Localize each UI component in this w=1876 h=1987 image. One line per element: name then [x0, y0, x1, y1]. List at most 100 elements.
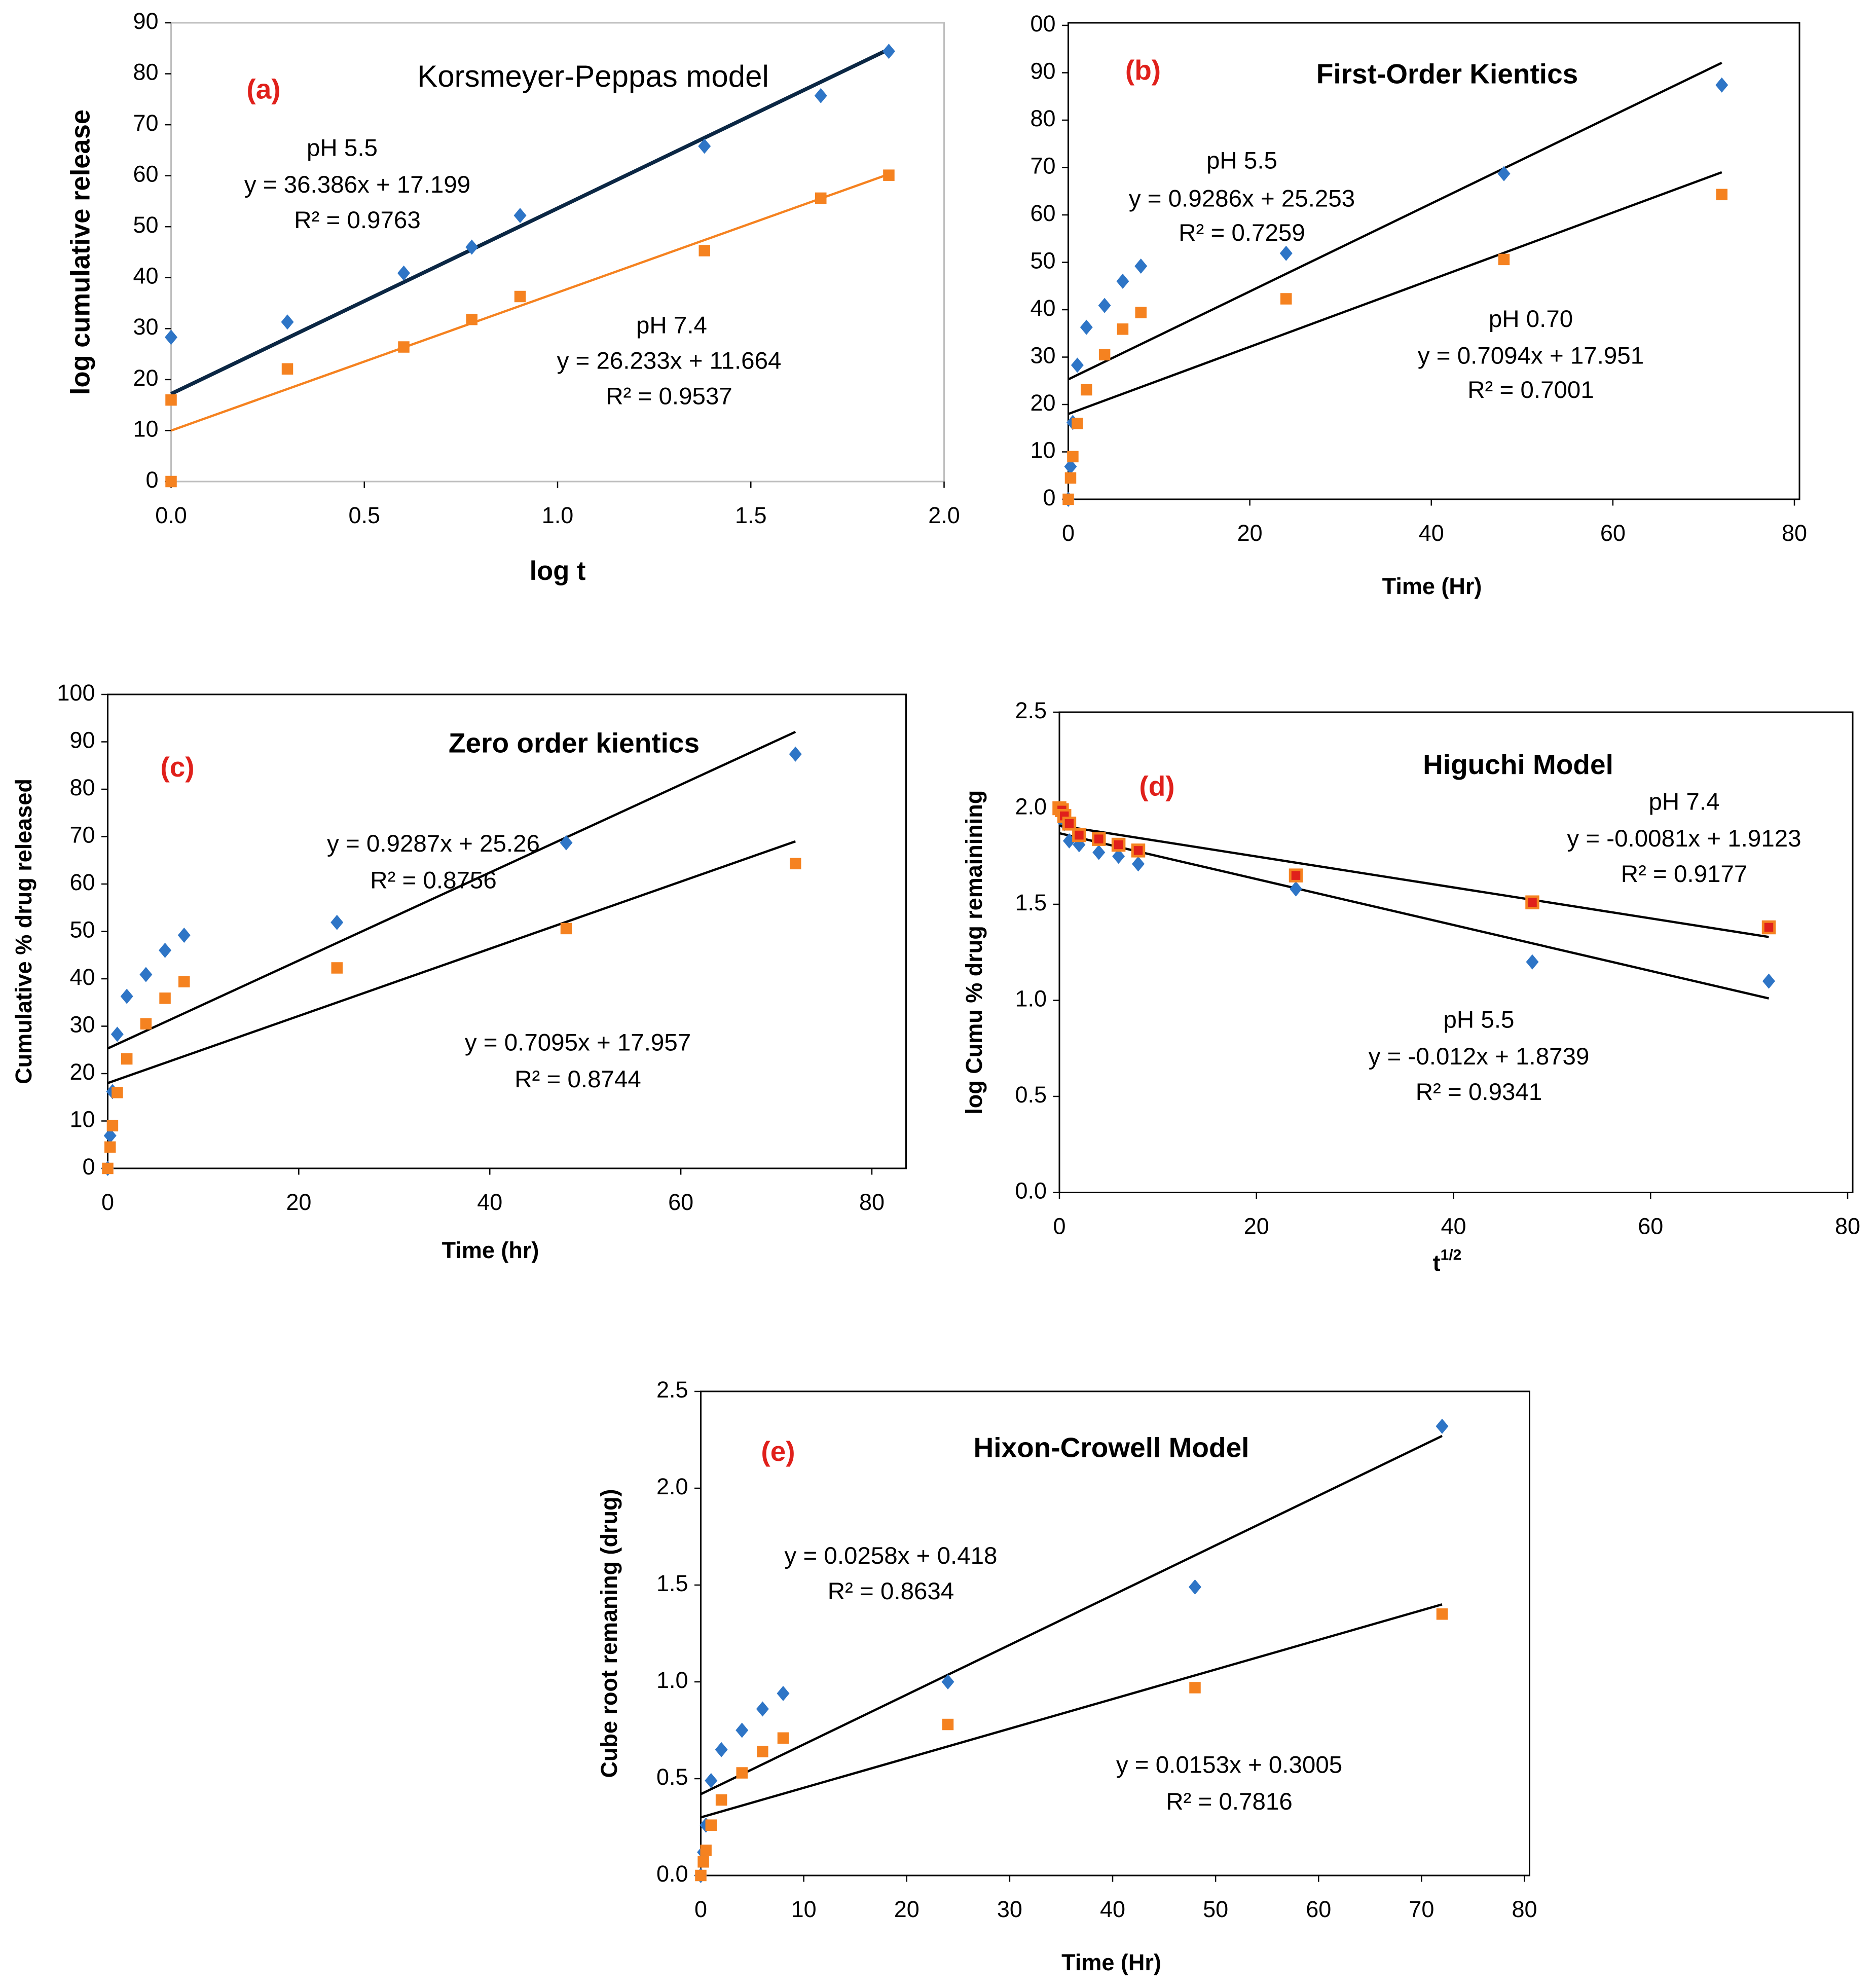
point — [1498, 253, 1510, 266]
y-tick-label: 60 — [133, 161, 158, 187]
x-tick-label: 0.0 — [155, 502, 187, 528]
panel-label: (e) — [761, 1436, 795, 1467]
point — [1091, 832, 1106, 846]
chart-title: Zero order kientics — [449, 727, 700, 759]
trend-line — [170, 47, 890, 396]
y-tick-label: 60 — [69, 869, 95, 895]
trend-line — [1059, 832, 1770, 1000]
point — [1762, 973, 1775, 989]
y-tick-label: 90 — [133, 8, 158, 34]
x-axis-label: Time (Hr) — [1061, 1949, 1161, 1975]
trend-line — [1068, 171, 1722, 415]
y-tick-label: 80 — [1030, 105, 1055, 131]
point — [1289, 868, 1303, 882]
x-axis-label-text: log t — [530, 556, 586, 586]
x-tick-label: 60 — [1638, 1213, 1663, 1239]
y-tick-label: 80 — [133, 59, 158, 85]
annotation: R² = 0.9763 — [294, 207, 421, 234]
y-tick-label: 30 — [69, 1011, 95, 1037]
annotation: y = 26.233x + 11.664 — [557, 348, 782, 375]
y-tick-label: 100 — [57, 680, 95, 706]
y-tick-label: 0.5 — [656, 1764, 688, 1790]
annotation: pH 7.4 — [1649, 789, 1720, 816]
point — [883, 169, 895, 181]
x-axis-label: log t — [530, 556, 586, 586]
point — [698, 138, 711, 154]
point — [560, 835, 573, 851]
x-tick-label: 80 — [1782, 520, 1807, 546]
y-tick-label: 00 — [1030, 11, 1055, 36]
annotation: R² = 0.8634 — [828, 1578, 954, 1605]
point — [1716, 189, 1727, 201]
x-tick-label: 80 — [1512, 1896, 1537, 1922]
y-tick-label: 2.0 — [1015, 793, 1047, 819]
x-tick-label: 10 — [791, 1896, 817, 1922]
annotation: R² = 0.9177 — [1621, 861, 1748, 888]
point — [715, 1794, 727, 1806]
trend-line — [107, 730, 796, 1050]
point — [330, 914, 344, 930]
panel-label: (c) — [160, 751, 194, 783]
point — [112, 1087, 123, 1098]
point — [790, 858, 801, 870]
x-tick-label: 0 — [1062, 520, 1075, 546]
y-tick-label: 10 — [1030, 437, 1055, 463]
annotation: y = 0.7094x + 17.951 — [1418, 343, 1644, 370]
y-tick-label: 0.5 — [1015, 1082, 1047, 1108]
chart-title: First-Order Kientics — [1316, 58, 1578, 90]
chart-panel: 0.0 0.5 1.0 1.5 2.0 2.5 0 20 40 60 80 (d) Higuchi Mo… — [961, 697, 1860, 1276]
y-tick-label: 50 — [1030, 247, 1055, 273]
chart-panel: 0 10 20 30 40 50 60 70 80 90 0.0 0.5 1.0 1.5 2.0 (a) Kor… — [65, 8, 960, 586]
point — [1189, 1579, 1201, 1595]
y-tick-label: 10 — [133, 416, 158, 441]
point — [756, 1701, 769, 1717]
y-tick-label: 2.5 — [1015, 697, 1047, 723]
annotation: y = 0.7095x + 17.957 — [465, 1029, 691, 1056]
point — [1497, 166, 1511, 181]
annotation: R² = 0.7001 — [1467, 377, 1594, 403]
annotation: R² = 0.9537 — [606, 383, 732, 410]
point — [942, 1718, 954, 1731]
y-tick-label: 40 — [1030, 295, 1055, 321]
x-axis-label-text: t — [1433, 1250, 1441, 1276]
x-axis-label-text: Time (Hr) — [1061, 1949, 1161, 1975]
point — [882, 44, 895, 59]
point — [700, 1845, 712, 1856]
x-tick-label: 80 — [859, 1189, 885, 1215]
y-tick-label: 20 — [69, 1059, 95, 1085]
annotation: pH 5.5 — [307, 135, 378, 162]
point — [165, 394, 177, 406]
annotation: R² = 0.9341 — [1416, 1079, 1542, 1106]
point — [1064, 472, 1077, 484]
trend-line — [700, 1434, 1443, 1795]
annotation: R² = 0.7816 — [1166, 1788, 1293, 1815]
x-axis-label: t1/2 — [1433, 1246, 1462, 1275]
y-axis-label: Cube root remaning (drug) — [596, 1489, 622, 1778]
point — [715, 1742, 728, 1757]
point — [159, 942, 172, 958]
panel-label: (a) — [246, 73, 280, 105]
plot-frame — [1058, 711, 1854, 1193]
point — [1112, 849, 1125, 864]
point — [1189, 1682, 1201, 1694]
point — [1098, 349, 1111, 361]
x-tick-label: 40 — [1419, 520, 1444, 546]
x-tick-label: 20 — [1244, 1213, 1269, 1239]
point — [140, 1018, 152, 1030]
x-tick-label: 50 — [1203, 1896, 1228, 1922]
y-tick-label: 0 — [82, 1154, 95, 1180]
annotation: y = -0.0081x + 1.9123 — [1567, 825, 1801, 852]
y-axis-label: Cumulative % drug released — [11, 779, 36, 1084]
point — [1064, 459, 1077, 474]
chart-title: Higuchi Model — [1423, 749, 1613, 780]
trend-line — [1059, 824, 1769, 938]
annotation: y = 36.386x + 17.199 — [244, 171, 470, 198]
point — [103, 1128, 117, 1144]
point — [815, 192, 827, 204]
point — [1116, 273, 1129, 289]
point — [177, 927, 191, 943]
x-axis-label: Time (hr) — [442, 1237, 539, 1263]
x-tick-label: 40 — [477, 1189, 502, 1215]
y-axis-label: log cumulative release — [65, 109, 95, 395]
